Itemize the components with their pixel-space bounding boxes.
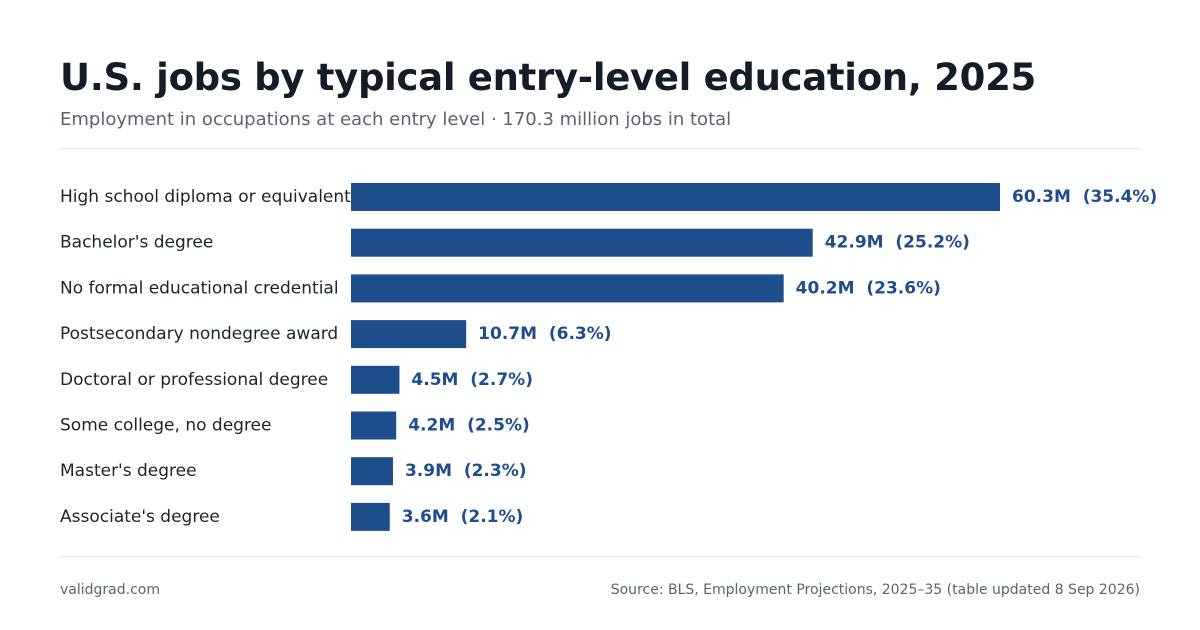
value-label-some-college-no-degree: 4.2M (2.5%) <box>408 416 530 436</box>
value-label-postsecondary-nondegree-award: 10.7M (6.3%) <box>478 324 611 344</box>
category-label-master-s-degree: Master's degree <box>60 461 197 481</box>
value-label-doctoral-or-professional-degree: 4.5M (2.7%) <box>411 370 533 390</box>
top-divider <box>60 148 1140 149</box>
bar-doctoral-or-professional-degree <box>351 365 400 394</box>
category-label-some-college-no-degree: Some college, no degree <box>60 416 271 436</box>
bottom-divider <box>60 556 1140 557</box>
bar-some-college-no-degree <box>351 411 397 440</box>
category-label-associate-s-degree: Associate's degree <box>60 507 220 527</box>
value-label-associate-s-degree: 3.6M (2.1%) <box>402 507 524 527</box>
category-label-bachelor-s-degree: Bachelor's degree <box>60 233 213 253</box>
value-label-high-school-diploma-or-equivalent: 60.3M (35.4%) <box>1012 187 1157 207</box>
chart-subtitle: Employment in occupations at each entry … <box>60 109 732 130</box>
bar-associate-s-degree <box>351 502 390 531</box>
source-note: Source: BLS, Employment Projections, 202… <box>610 582 1140 598</box>
bar-postsecondary-nondegree-award <box>351 320 467 349</box>
bar-no-formal-educational-credential <box>351 274 784 303</box>
bar-high-school-diploma-or-equivalent <box>351 183 1000 211</box>
site-credit: validgrad.com <box>60 582 160 598</box>
value-label-master-s-degree: 3.9M (2.3%) <box>405 461 527 481</box>
category-label-doctoral-or-professional-degree: Doctoral or professional degree <box>60 370 328 390</box>
bar-master-s-degree <box>351 457 393 486</box>
value-label-no-formal-educational-credential: 40.2M (23.6%) <box>796 278 941 298</box>
category-label-high-school-diploma-or-equivalent: High school diploma or equivalent <box>60 187 351 207</box>
chart-title: U.S. jobs by typical entry-level educati… <box>60 56 1036 99</box>
bar-bachelor-s-degree <box>351 228 813 257</box>
value-label-bachelor-s-degree: 42.9M (25.2%) <box>825 233 970 253</box>
category-label-postsecondary-nondegree-award: Postsecondary nondegree award <box>60 324 338 344</box>
category-label-no-formal-educational-credential: No formal educational credential <box>60 278 339 298</box>
